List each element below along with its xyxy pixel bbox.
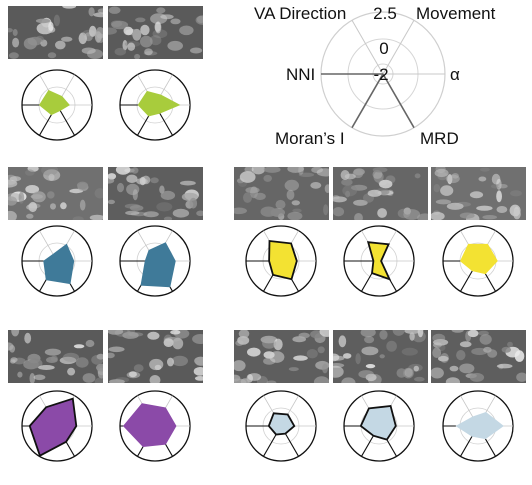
micrograph-thumbnail (108, 167, 203, 220)
cell-radar (21, 69, 93, 141)
micrograph-thumbnail (234, 167, 329, 220)
cell-radar (119, 225, 191, 297)
cell-radar (442, 225, 514, 297)
radar-polygon (268, 239, 298, 281)
micrograph-thumbnail (431, 330, 526, 383)
legend-ring-outer: 2.5 (373, 4, 397, 23)
radar-polygon (38, 89, 70, 116)
micrograph-thumbnail (333, 167, 428, 220)
radar-polygon (366, 241, 392, 281)
legend-spoke (382, 73, 415, 129)
radar-polygon (140, 242, 176, 288)
legend-axis-morans-i: Moran’s I (275, 129, 345, 148)
cell-radar (343, 225, 415, 297)
legend-ring-inner: -2 (373, 65, 389, 84)
micrograph-thumbnail (234, 330, 329, 383)
micrograph-thumbnail (8, 6, 103, 59)
radar-polygon (28, 397, 78, 457)
cell-radar (245, 390, 317, 462)
legend-spoke (382, 20, 415, 75)
legend-ring-middle: 0 (379, 39, 389, 58)
legend-radar (320, 11, 446, 137)
legend-axis-alpha: α (450, 65, 460, 84)
micrograph-thumbnail (333, 330, 428, 383)
cell-radar (442, 390, 514, 462)
micrograph-thumbnail (108, 330, 203, 383)
cell-radar (21, 390, 93, 462)
legend-axis-mrd: MRD (420, 129, 459, 148)
micrograph-thumbnail (431, 167, 526, 220)
radar-polygon (460, 243, 498, 275)
micrograph-thumbnail (108, 6, 203, 59)
cell-radar (245, 225, 317, 297)
legend-axis-movement: Movement (416, 4, 496, 23)
radar-polygon (122, 403, 177, 448)
radar-polygon (359, 405, 397, 441)
cell-radar (21, 225, 93, 297)
radar-polygon (43, 243, 75, 285)
radar-polygon (455, 411, 504, 440)
radar-polygon (137, 90, 181, 117)
legend-axis-nni: NNI (286, 65, 316, 84)
legend-spoke (351, 73, 384, 129)
legend-axis-va-direction: VA Direction (254, 4, 347, 23)
cell-radar (119, 390, 191, 462)
legend-spoke (351, 20, 384, 75)
micrograph-thumbnail (8, 167, 103, 220)
radar-polygon (267, 412, 296, 436)
cell-radar (119, 69, 191, 141)
cell-radar (343, 390, 415, 462)
micrograph-thumbnail (8, 330, 103, 383)
